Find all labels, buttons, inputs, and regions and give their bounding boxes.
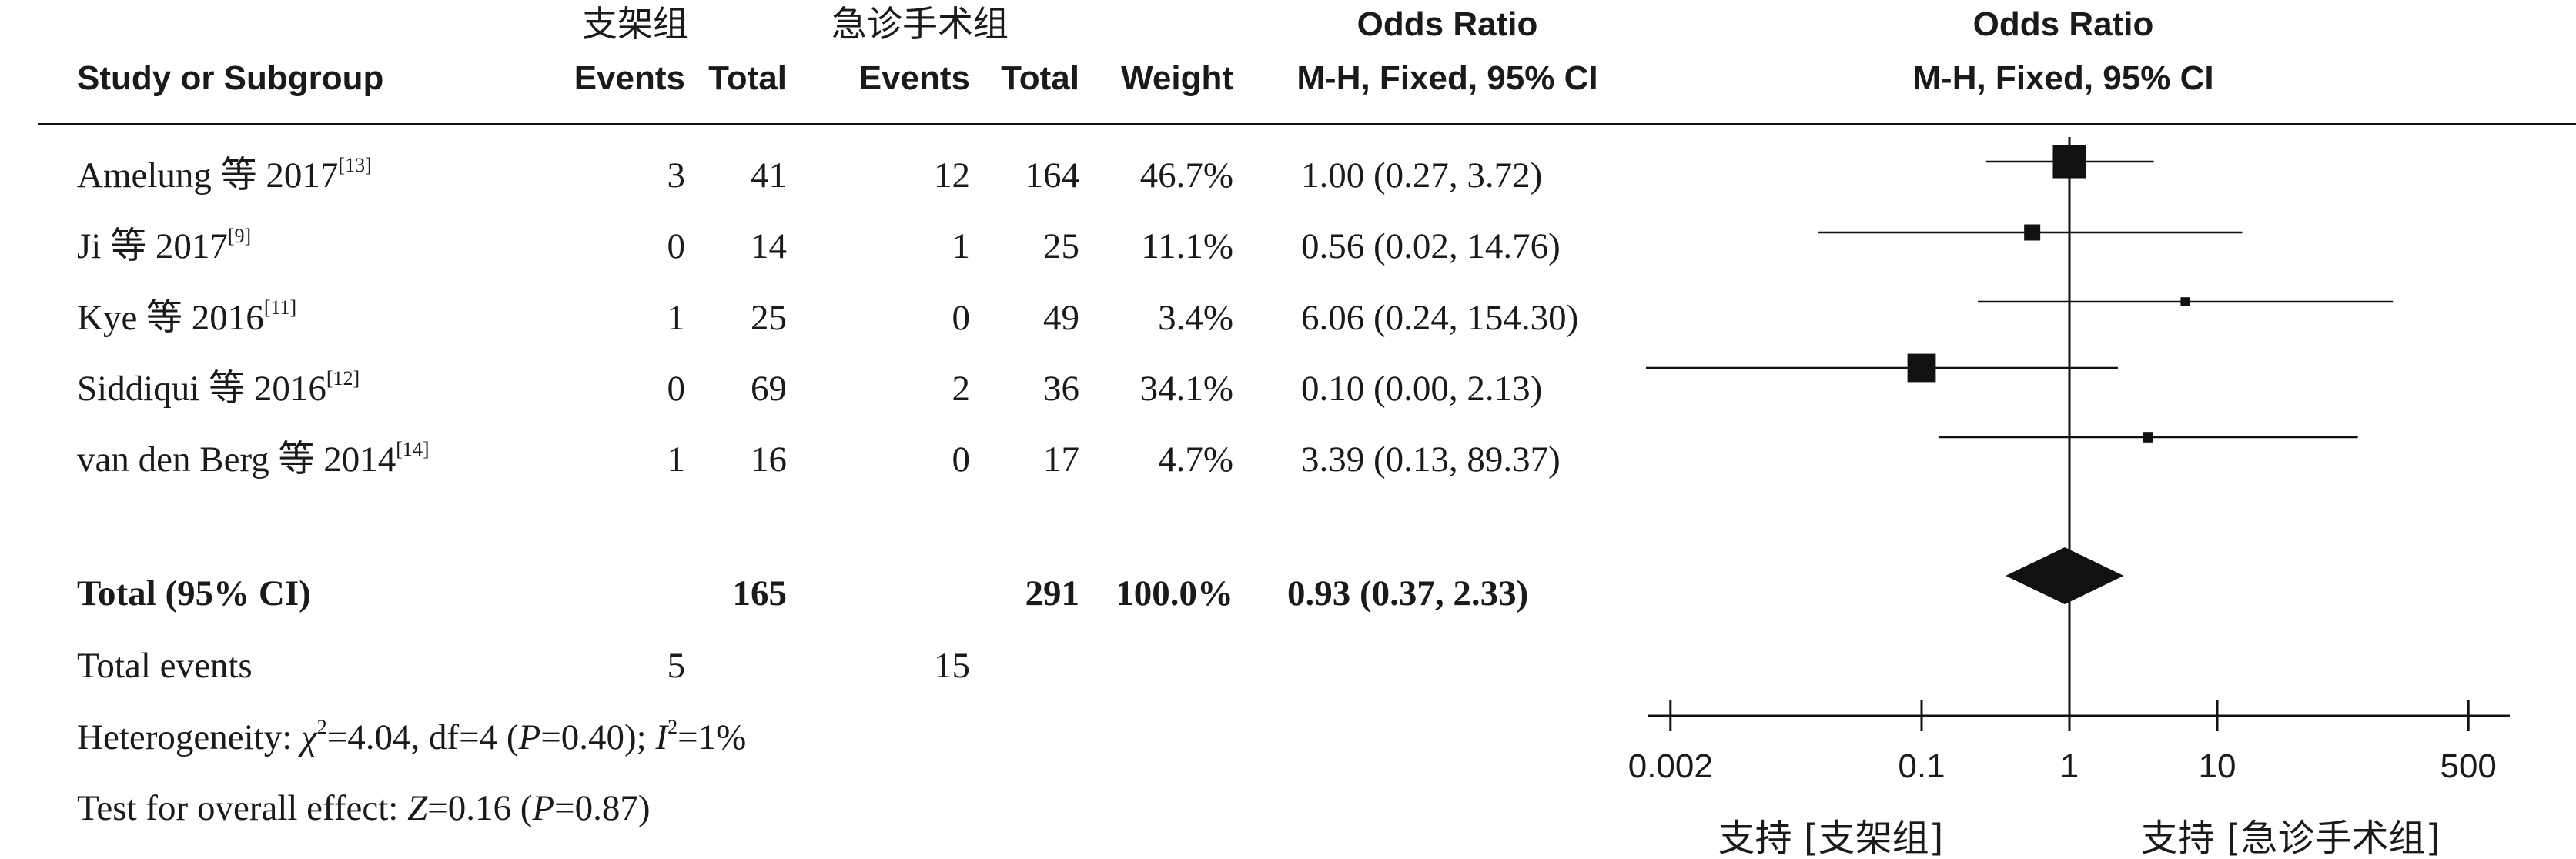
events2-header: Events	[858, 59, 970, 97]
total1-cell: 16	[751, 440, 787, 480]
total1-cell: 25	[751, 298, 787, 338]
or-table-title: Odds Ratio	[1357, 5, 1538, 43]
study-square	[2142, 432, 2153, 443]
x-axis-tick-label: 1	[2060, 747, 2079, 785]
favours-left-label: 支持 [支架组]	[1718, 817, 1944, 859]
study-ref: [14]	[396, 438, 430, 460]
events1-header: Events	[574, 59, 685, 97]
overall-z: Z	[407, 788, 428, 828]
events1-cell: 0	[667, 369, 686, 409]
ci-cell: 3.39 (0.13, 89.37)	[1301, 440, 1561, 480]
study-ref: [11]	[263, 296, 297, 319]
or-plot-method: M-H, Fixed, 95% CI	[1912, 59, 2214, 97]
total-events2: 15	[934, 646, 970, 686]
group1-header: 支架组	[582, 3, 688, 45]
study-square	[1907, 353, 1936, 383]
total2-sum: 291	[1025, 573, 1080, 613]
ci-cell: 0.56 (0.02, 14.76)	[1301, 226, 1561, 266]
overall-effect-text: Test for overall effect: Z=0.16 (P=0.87)	[77, 790, 651, 827]
total2-header: Total	[1001, 59, 1079, 97]
events1-cell: 0	[667, 226, 686, 266]
events1-cell: 1	[667, 298, 686, 338]
total1-cell: 14	[751, 226, 787, 266]
het-i: I	[655, 717, 668, 757]
total1-cell: 41	[751, 155, 787, 196]
weight-header: Weight	[1121, 59, 1233, 97]
study-square	[2024, 224, 2041, 241]
het-p-rest: =0.40);	[540, 717, 656, 757]
total1-cell: 69	[751, 369, 787, 409]
total-weight: 100.0%	[1116, 573, 1233, 613]
study-ref: [9]	[227, 225, 252, 247]
total1-sum: 165	[732, 573, 788, 613]
weight-cell: 34.1%	[1139, 369, 1233, 409]
total-label: Total (95% CI)	[77, 573, 311, 613]
het-chi: χ	[301, 717, 317, 757]
study-ref: [12]	[326, 367, 360, 389]
overall-z-rest: =0.16 (	[427, 788, 533, 828]
x-axis-tick-label: 0.1	[1898, 747, 1945, 785]
overall-p-rest: =0.87)	[554, 788, 651, 828]
x-axis-tick-label: 0.002	[1628, 747, 1713, 785]
or-table-method: M-H, Fixed, 95% CI	[1296, 59, 1598, 97]
overall-prefix: Test for overall effect:	[77, 788, 408, 828]
ci-cell: 6.06 (0.24, 154.30)	[1301, 298, 1579, 338]
total-events-label: Total events	[77, 646, 253, 686]
het-prefix: Heterogeneity:	[77, 717, 302, 757]
events2-cell: 0	[952, 440, 971, 480]
events2-cell: 2	[952, 369, 971, 409]
study-name: van den Berg 等 2014	[77, 440, 396, 480]
total2-cell: 36	[1043, 369, 1079, 409]
study-name: Ji 等 2017	[77, 226, 228, 266]
overall-p: P	[532, 788, 555, 828]
ci-cell: 0.10 (0.00, 2.13)	[1301, 369, 1543, 409]
het-chi-rest: =4.04, df=4 (	[326, 717, 519, 757]
events1-cell: 1	[667, 440, 686, 480]
study-name: Amelung 等 2017	[77, 155, 339, 196]
total2-cell: 25	[1043, 226, 1079, 266]
total-events1: 5	[667, 646, 686, 686]
events2-cell: 1	[952, 226, 971, 266]
study-name: Kye 等 2016	[77, 298, 264, 338]
events1-cell: 3	[667, 155, 686, 196]
total2-cell: 164	[1025, 155, 1080, 196]
weight-cell: 4.7%	[1158, 440, 1233, 480]
events2-cell: 0	[952, 298, 971, 338]
total1-header: Total	[708, 59, 787, 97]
study-column-header: Study or Subgroup	[77, 59, 384, 97]
het-i-rest: =1%	[677, 717, 747, 757]
het-p: P	[518, 717, 541, 757]
group2-header: 急诊手术组	[831, 3, 1009, 45]
favours-right-label: 支持 [急诊手术组]	[2141, 817, 2441, 859]
weight-cell: 3.4%	[1158, 298, 1233, 338]
heterogeneity-text: Heterogeneity: χ2=4.04, df=4 (P=0.40); I…	[77, 716, 747, 757]
pooled-diamond	[2006, 547, 2124, 604]
total2-cell: 49	[1043, 298, 1079, 338]
study-ref: [13]	[338, 154, 372, 176]
study-name: Siddiqui 等 2016	[77, 369, 326, 409]
x-axis-tick-label: 500	[2440, 747, 2496, 785]
x-axis-tick-label: 10	[2199, 747, 2236, 785]
ci-cell: 1.00 (0.27, 3.72)	[1301, 155, 1543, 196]
weight-cell: 11.1%	[1141, 226, 1233, 266]
weight-cell: 46.7%	[1139, 155, 1233, 196]
study-square	[2180, 297, 2190, 306]
study-square	[2052, 145, 2086, 179]
or-plot-title: Odds Ratio	[1972, 5, 2154, 43]
header-rule	[38, 123, 2576, 125]
total-ci: 0.93 (0.37, 2.33)	[1287, 573, 1529, 613]
events2-cell: 12	[934, 155, 970, 196]
total2-cell: 17	[1043, 440, 1079, 480]
